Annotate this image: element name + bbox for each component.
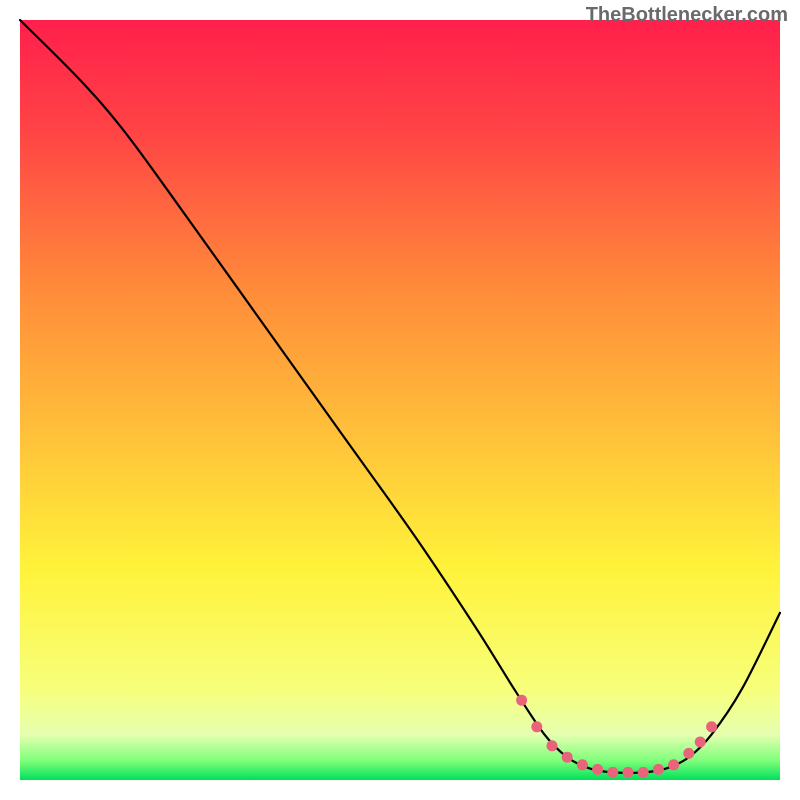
highlight-dot [653,764,664,775]
highlight-dot [562,752,573,763]
highlight-dot [683,748,694,759]
highlight-dot [706,721,717,732]
chart-container: TheBottlenecker.com [0,0,800,800]
highlight-dot [577,759,588,770]
highlight-dot [695,737,706,748]
highlight-dot [592,764,603,775]
highlight-dot [668,759,679,770]
chart-background [20,20,780,780]
highlight-dot [531,721,542,732]
highlight-dot [516,695,527,706]
highlight-dot [623,767,634,778]
watermark-text: TheBottlenecker.com [586,4,788,27]
highlight-dot [638,767,649,778]
highlight-dot [547,740,558,751]
bottleneck-chart [0,0,800,800]
highlight-dot [607,767,618,778]
